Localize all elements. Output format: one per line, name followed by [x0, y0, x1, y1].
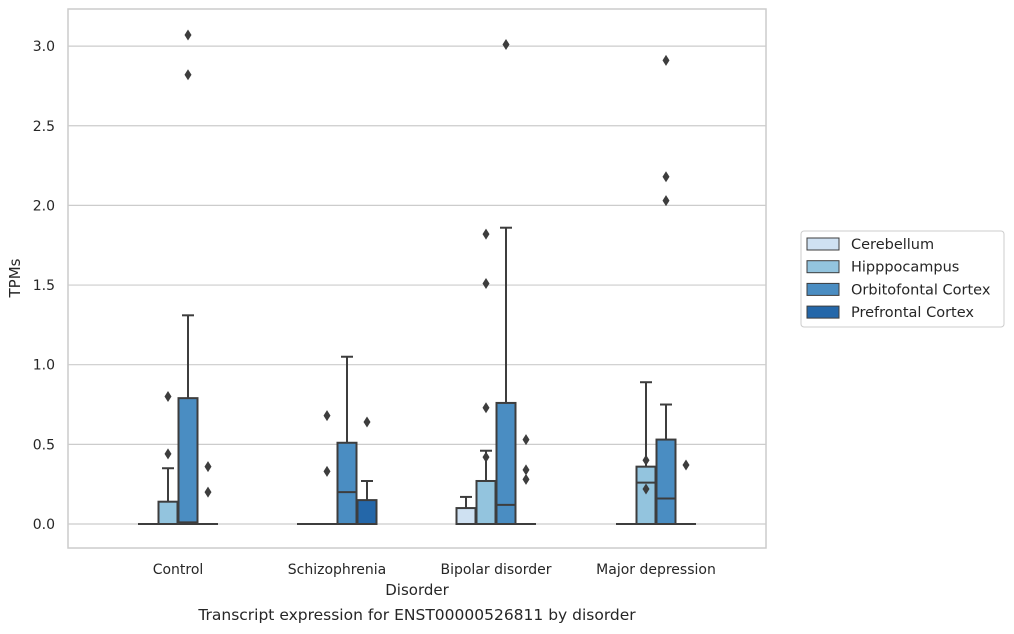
outlier-point [323, 410, 331, 422]
legend: Cerebellum Hipppocampus Orbitofontal Corte… [800, 230, 1005, 328]
outlier-point [204, 461, 212, 473]
box-body [635, 465, 657, 526]
box-orbitofontal-cortex [336, 355, 358, 525]
outlier-point [642, 454, 650, 466]
x-axis-title: Disorder [385, 581, 449, 599]
plot-frame [67, 8, 767, 549]
y-tick-label: 3.0 [33, 39, 55, 55]
box-hipppocampus [475, 228, 497, 526]
x-tick-label: Schizophrenia [288, 562, 386, 578]
boxes-layer [138, 29, 696, 526]
box-body [655, 438, 677, 526]
outlier-point [482, 228, 490, 240]
y-tick-label: 1.5 [33, 278, 55, 294]
outlier-point [184, 69, 192, 81]
y-tick-label: 2.5 [33, 119, 55, 135]
box-hipppocampus [635, 381, 657, 526]
box-cerebellum [455, 495, 477, 526]
outlier-point [682, 459, 690, 471]
y-tick-label: 0.0 [33, 517, 55, 533]
outlier-point [164, 391, 172, 403]
figure-caption: Transcript expression for ENST0000052681… [198, 606, 636, 624]
box-orbitofontal-cortex [655, 54, 677, 526]
x-tick-label: Bipolar disorder [440, 562, 551, 578]
box-body [356, 499, 378, 526]
legend-label: Prefrontal Cortex [851, 305, 974, 321]
legend-swatch [806, 282, 840, 296]
outlier-point [482, 402, 490, 414]
legend-frame [800, 230, 1005, 328]
outlier-point [363, 416, 371, 428]
y-axis-title: TPMs [6, 258, 24, 298]
outlier-point [482, 451, 490, 463]
legend-label: Hipppocampus [851, 260, 959, 276]
outlier-point [502, 39, 510, 51]
box-body [157, 500, 179, 525]
outlier-point [482, 277, 490, 289]
boxplot-chart: 0.0 0.5 1.0 1.5 2.0 2.5 3.0 Control Schizophreni… [6, 8, 1005, 599]
box-orbitofontal-cortex [177, 29, 199, 526]
legend-swatch [806, 305, 840, 319]
legend-label: Orbitofontal Cortex [851, 282, 991, 298]
box-prefrontal-cortex [516, 434, 536, 525]
x-tick-label: Major depression [596, 562, 716, 578]
box-orbitofontal-cortex [495, 39, 517, 526]
outlier-point [522, 464, 530, 476]
box-body [475, 479, 497, 526]
legend-label: Cerebellum [851, 237, 934, 253]
tick-labels: 0.0 0.5 1.0 1.5 2.0 2.5 3.0 Control Schizophreni… [33, 39, 716, 578]
outlier-point [184, 29, 192, 41]
outlier-point [662, 195, 670, 207]
y-tick-label: 2.0 [33, 198, 55, 214]
box-prefrontal-cortex [676, 459, 696, 525]
box-body [177, 397, 199, 526]
outlier-point [642, 483, 650, 495]
outlier-point [323, 465, 331, 477]
legend-swatch [806, 260, 840, 274]
box-body [455, 507, 477, 526]
outlier-point [522, 473, 530, 485]
x-tick-label: Control [153, 562, 204, 578]
outlier-point [204, 486, 212, 498]
box-prefrontal-cortex [198, 461, 218, 525]
box-hipppocampus [317, 410, 337, 525]
outlier-point [522, 434, 530, 446]
y-tick-label: 1.0 [33, 358, 55, 374]
box-hipppocampus [157, 391, 179, 525]
outlier-point [662, 54, 670, 66]
box-prefrontal-cortex [356, 416, 378, 526]
outlier-point [662, 171, 670, 183]
outlier-point [164, 448, 172, 460]
box-body [495, 401, 517, 526]
legend-swatch [806, 237, 840, 251]
y-tick-label: 0.5 [33, 437, 55, 453]
box-body [336, 441, 358, 525]
